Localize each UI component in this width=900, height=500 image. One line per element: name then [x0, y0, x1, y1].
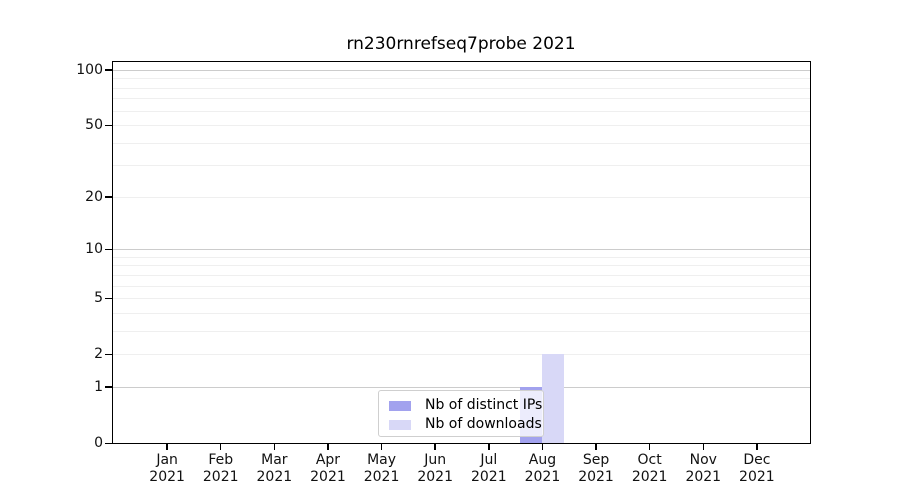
x-axis-tick [380, 444, 383, 450]
x-axis-tick [702, 444, 705, 450]
x-axis-tick [648, 444, 651, 450]
minor-gridline [113, 330, 810, 332]
y-axis-tick-label: 1 [94, 378, 103, 395]
minor-gridline [113, 298, 810, 300]
major-gridline [113, 69, 810, 71]
x-axis-tick-label: Nov 2021 [685, 452, 722, 485]
minor-gridline [113, 98, 810, 100]
x-axis-tick-label: Jul 2021 [470, 452, 507, 485]
major-gridline [113, 386, 810, 388]
x-axis-tick [327, 444, 329, 450]
y-axis-tick-label: 2 [94, 346, 103, 363]
y-axis-tick [105, 442, 112, 444]
minor-gridline [113, 87, 810, 89]
x-axis-tick [541, 444, 544, 450]
minor-gridline [113, 125, 810, 127]
y-axis-tick [105, 297, 112, 300]
legend: Nb of distinct IPs Nb of downloads [378, 390, 544, 437]
y-axis-tick [105, 386, 112, 388]
x-axis-tick-label: Mar 2021 [256, 452, 293, 485]
y-axis-tick [105, 124, 112, 127]
x-axis-tick-label: Aug 2021 [524, 452, 561, 485]
y-axis-tick-label: 0 [94, 435, 103, 451]
minor-gridline [113, 285, 810, 287]
x-axis-tick-label: Jun 2021 [417, 452, 453, 485]
y-axis-tick-label: 10 [85, 241, 103, 258]
y-axis-tick-label: 100 [76, 61, 103, 78]
bar-nb-of-downloads-aug [541, 354, 564, 443]
y-axis-tick [105, 196, 112, 198]
x-axis-tick-label: May 2021 [363, 452, 400, 485]
minor-gridline [113, 78, 810, 80]
legend-swatch [389, 400, 411, 411]
x-axis-tick-label: Jan 2021 [149, 452, 185, 485]
y-axis-tick-label: 50 [85, 117, 103, 134]
minor-gridline [113, 165, 810, 167]
x-axis-tick-label: Apr 2021 [310, 452, 346, 485]
legend-item: Nb of downloads [389, 416, 542, 433]
x-axis-tick-label: Feb 2021 [202, 452, 239, 485]
minor-gridline [113, 265, 810, 267]
x-axis-tick-label: Dec 2021 [739, 452, 775, 485]
minor-gridline [113, 312, 810, 314]
x-axis-tick [756, 444, 758, 450]
x-axis-tick-label: Sep 2021 [578, 452, 614, 485]
minor-gridline [113, 274, 810, 276]
minor-gridline [113, 142, 810, 144]
x-axis-tick-label: Oct 2021 [631, 452, 668, 485]
minor-gridline [113, 256, 810, 258]
minor-gridline [113, 110, 810, 112]
y-axis-tick [105, 69, 112, 71]
y-axis-tick-label: 20 [85, 188, 103, 205]
legend-label: Nb of downloads [425, 416, 542, 432]
x-axis-tick [273, 444, 276, 450]
y-axis-tick-label: 5 [94, 290, 103, 307]
chart-title: rn230rnrefseq7probe 2021 [346, 34, 576, 54]
plot-area [112, 61, 811, 444]
x-axis-tick [595, 444, 597, 450]
major-gridline [113, 249, 810, 251]
legend-item: Nb of distinct IPs [389, 397, 542, 414]
x-axis-tick [219, 444, 222, 450]
legend-swatch [389, 419, 411, 430]
x-axis-tick [488, 444, 490, 450]
y-axis-tick [105, 353, 112, 356]
minor-gridline [113, 196, 810, 198]
minor-gridline [113, 354, 810, 356]
x-axis-tick [166, 444, 168, 450]
x-axis-tick [434, 444, 436, 450]
legend-label: Nb of distinct IPs [425, 397, 543, 413]
y-axis-tick [105, 248, 112, 251]
